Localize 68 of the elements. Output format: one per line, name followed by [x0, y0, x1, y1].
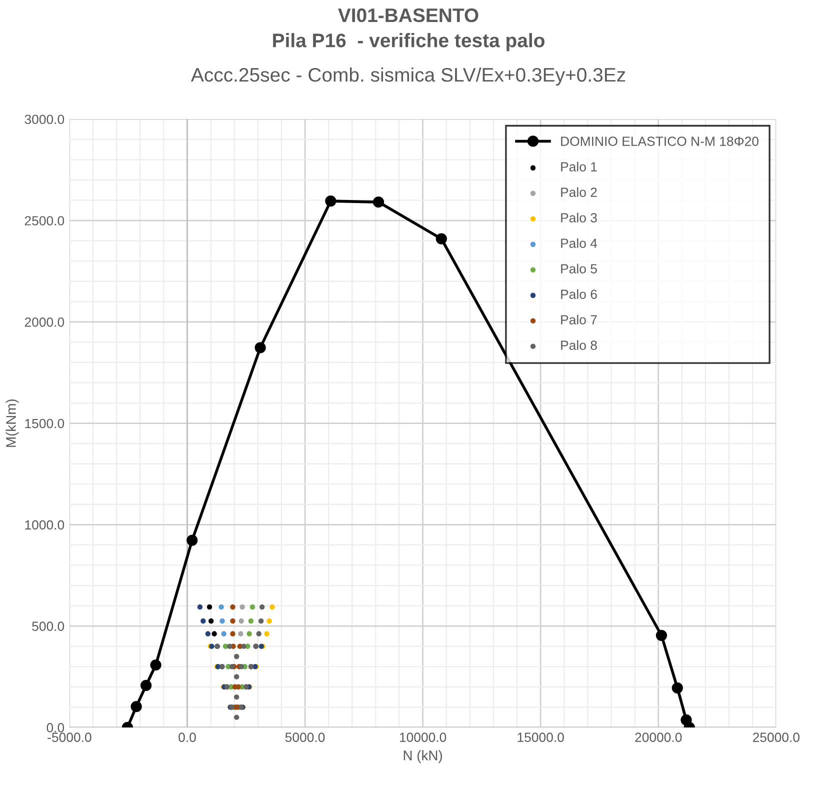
chart-title: VI01-BASENTO Pila P16 - verifiche testa palo — [273, 8, 544, 52]
y-tick-label: 500.0 — [32, 622, 64, 631]
legend-label: Palo 7 — [561, 314, 597, 324]
point — [256, 631, 262, 636]
x-tick-label: 10000.0 — [400, 732, 446, 742]
x-axis-title: N (kN) — [404, 750, 442, 764]
chart-subtitle: Accc.25sec - Comb. sismica SLV/Ex+0.3Ey+0.3Ez — [190, 67, 626, 86]
point — [200, 618, 206, 624]
point — [325, 196, 336, 207]
point — [234, 654, 240, 660]
legend-label: DOMINIO ELASTICO N-M 18Φ20 — [561, 136, 758, 146]
point — [250, 604, 256, 610]
point — [372, 196, 384, 208]
y-tick-label: 0.0 — [46, 723, 64, 732]
point — [436, 233, 447, 244]
point — [140, 680, 152, 692]
point — [197, 604, 203, 610]
legend-label: Palo 5 — [561, 264, 597, 274]
point — [238, 631, 244, 636]
point — [259, 604, 265, 610]
x-tick-label: 15000.0 — [518, 732, 564, 742]
point — [238, 664, 244, 670]
x-tick-label: 20000.0 — [635, 732, 682, 742]
point — [230, 604, 236, 610]
point — [270, 604, 275, 610]
x-tick-label: 0.0 — [178, 732, 196, 742]
point — [258, 618, 264, 624]
x-tick-label: 5000.0 — [285, 732, 325, 742]
point — [230, 618, 236, 624]
point — [150, 659, 162, 671]
point — [205, 631, 211, 636]
point — [206, 604, 212, 610]
legend-label: Palo 3 — [561, 212, 597, 222]
legend-label: Palo 6 — [561, 289, 597, 299]
point — [230, 631, 236, 636]
point — [240, 604, 245, 610]
point — [254, 342, 266, 354]
legend-label: Palo 8 — [561, 340, 597, 350]
legend-label: Palo 1 — [561, 162, 597, 172]
point — [238, 618, 244, 624]
y-tick-label: 1000.0 — [25, 520, 64, 530]
y-tick-label: 2500.0 — [24, 216, 64, 226]
point — [186, 534, 198, 546]
point — [227, 644, 232, 649]
point — [234, 694, 240, 700]
point — [234, 674, 240, 680]
y-tick-label: 2000.0 — [24, 317, 64, 327]
point — [264, 631, 270, 636]
y-tick-label: 3000.0 — [24, 114, 64, 124]
point — [241, 644, 246, 649]
point — [130, 701, 142, 712]
point — [672, 682, 683, 694]
x-tick-label: -5000.0 — [48, 732, 92, 742]
point — [266, 618, 272, 624]
point — [208, 618, 214, 624]
point — [246, 631, 252, 636]
point — [218, 604, 224, 610]
point — [212, 631, 217, 636]
y-axis-title: M(kNm) — [6, 399, 19, 447]
point — [234, 714, 240, 720]
point — [221, 631, 226, 636]
point — [656, 630, 668, 641]
x-tick-label: 25000.0 — [752, 732, 800, 742]
point — [248, 618, 254, 624]
point — [220, 618, 225, 624]
legend-label: Palo 2 — [561, 187, 597, 197]
y-tick-label: 1500.0 — [25, 418, 64, 428]
legend-label: Palo 4 — [561, 238, 598, 248]
